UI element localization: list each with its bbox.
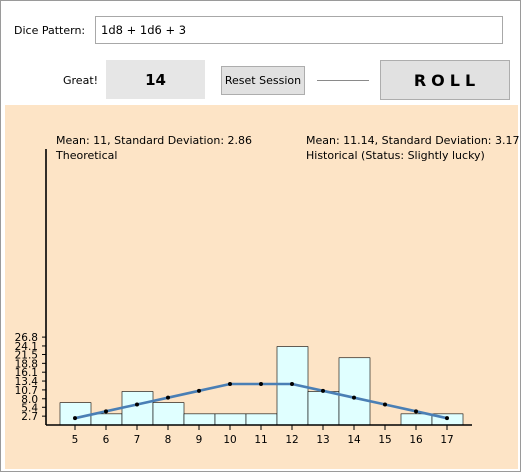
- histogram-bar: [59, 402, 92, 426]
- y-tick-label: 24.1: [15, 341, 38, 353]
- separator-line: [317, 80, 369, 81]
- histogram-bar: [245, 413, 278, 426]
- x-tick-label: 14: [347, 434, 361, 446]
- x-tick-label: 16: [409, 434, 423, 446]
- x-tick-label: 13: [316, 434, 329, 446]
- histogram-bar: [121, 391, 154, 426]
- y-tick-label: 5.4: [21, 402, 38, 414]
- y-tick-label: 16.1: [15, 367, 38, 379]
- y-tick-label: 26.8: [15, 332, 38, 344]
- dice-pattern-input[interactable]: [95, 16, 503, 44]
- theoretical-point: [445, 416, 449, 421]
- histogram-bar: [214, 413, 247, 426]
- theoretical-stats: Mean: 11, Standard Deviation: 2.86 Theor…: [56, 133, 252, 163]
- theoretical-point: [383, 402, 387, 407]
- y-tick-label: 21.5: [15, 349, 38, 361]
- historical-label: Historical (Status: Slightly lucky): [306, 149, 485, 162]
- theoretical-point: [166, 395, 170, 400]
- y-tick-label: 2.7: [21, 411, 38, 423]
- histogram-bar: [307, 391, 340, 426]
- x-tick-label: 12: [285, 434, 298, 446]
- theoretical-point: [414, 409, 418, 414]
- x-tick-label: 15: [378, 434, 391, 446]
- y-tick-label: 18.8: [15, 358, 38, 370]
- chart-area: Mean: 11, Standard Deviation: 2.86 Theor…: [5, 105, 520, 469]
- theoretical-point: [135, 402, 139, 407]
- histogram-bar: [90, 413, 123, 426]
- theoretical-point: [290, 382, 294, 386]
- theoretical-point: [352, 395, 356, 400]
- theoretical-point: [321, 388, 325, 393]
- theoretical-point: [73, 416, 77, 421]
- roll-result-value: 14: [106, 60, 205, 99]
- theoretical-stats-text: Mean: 11, Standard Deviation: 2.86: [56, 134, 253, 147]
- histogram-bar: [338, 357, 371, 426]
- historical-stats-text: Mean: 11.14, Standard Deviation: 3.17: [306, 134, 520, 147]
- theoretical-point: [197, 388, 201, 393]
- y-tick-label: 13.4: [15, 376, 39, 388]
- result-rating-label: Great!: [63, 74, 99, 87]
- x-tick-label: 11: [254, 434, 267, 446]
- x-tick-label: 10: [223, 434, 236, 446]
- x-tick-label: 8: [165, 434, 172, 446]
- x-tick-label: 6: [103, 434, 110, 446]
- theoretical-point: [259, 382, 263, 386]
- x-tick-label: 17: [440, 434, 453, 446]
- theoretical-point: [228, 382, 232, 386]
- reset-session-button[interactable]: Reset Session: [221, 66, 305, 95]
- histogram-bar: [183, 413, 216, 426]
- histogram-bar: [400, 413, 433, 426]
- y-tick-label: 8.0: [21, 394, 38, 406]
- histogram-bar: [152, 402, 185, 426]
- theoretical-point: [104, 409, 108, 414]
- x-tick-label: 7: [134, 434, 141, 446]
- historical-stats: Mean: 11.14, Standard Deviation: 3.17 Hi…: [306, 133, 520, 163]
- distribution-chart: 2.75.48.010.713.416.118.821.524.126.8 5 6 7…: [15, 149, 472, 446]
- roll-button[interactable]: ROLL: [380, 60, 510, 100]
- y-tick-label: 10.7: [15, 385, 38, 397]
- dice-pattern-label: Dice Pattern:: [14, 24, 86, 37]
- x-tick-label: 9: [196, 434, 203, 446]
- theoretical-label: Theoretical: [56, 149, 118, 162]
- x-tick-label: 5: [72, 434, 79, 446]
